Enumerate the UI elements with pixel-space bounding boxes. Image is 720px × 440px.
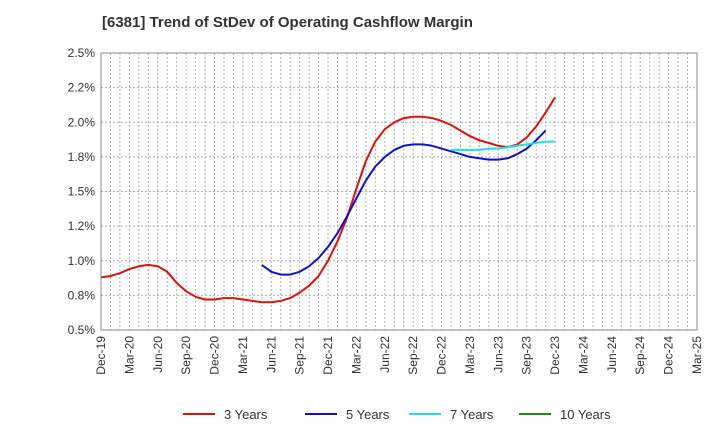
y-tick-label: 1.8%: [68, 150, 96, 164]
x-tick-label: Dec-23: [548, 336, 562, 375]
x-tick-label: Dec-19: [94, 336, 108, 375]
series-layer: [100, 96, 556, 304]
y-axis-ticks: 0.5% 0.8% 1.0% 1.2% 1.5% 1.8% 2.0% 2.2% 2.5%: [68, 46, 96, 337]
x-tick-label: Jun-22: [378, 336, 392, 373]
x-tick-label: Jun-20: [151, 336, 165, 373]
y-tick-label: 2.0%: [68, 115, 96, 129]
x-tick-label: Sep-21: [293, 336, 307, 375]
x-tick-label: Sep-22: [406, 336, 420, 375]
plot-border: [100, 52, 698, 331]
x-tick-label: Mar-25: [690, 336, 704, 374]
legend: 3 Years 5 Years 7 Years 10 Years: [183, 407, 611, 422]
y-tick-label: 0.8%: [68, 288, 96, 302]
x-tick-label: Mar-22: [349, 336, 363, 374]
legend-label: 7 Years: [450, 407, 494, 422]
y-tick-label: 2.2%: [68, 81, 96, 95]
x-tick-label: Dec-24: [662, 336, 676, 375]
series-line-1: [261, 129, 547, 276]
series-line-0: [100, 96, 556, 304]
y-tick-label: 0.5%: [68, 323, 96, 337]
legend-label: 10 Years: [560, 407, 611, 422]
x-tick-label: Mar-21: [236, 336, 250, 374]
y-tick-label: 2.5%: [68, 46, 96, 60]
legend-label: 5 Years: [346, 407, 390, 422]
x-tick-label: Mar-24: [576, 336, 590, 374]
x-tick-label: Dec-21: [321, 336, 335, 375]
x-tick-label: Sep-23: [520, 336, 534, 375]
x-tick-label: Jun-23: [491, 336, 505, 373]
chart-title: [6381] Trend of StDev of Operating Cashf…: [102, 14, 473, 31]
series-line-2: [451, 140, 556, 151]
x-axis-ticks: Dec-19 Mar-20 Jun-20 Sep-20 Dec-20 Mar-21 Jun-…: [94, 336, 704, 375]
legend-label: 3 Years: [224, 407, 268, 422]
x-tick-label: Dec-20: [208, 336, 222, 375]
y-tick-label: 1.0%: [68, 254, 96, 268]
x-tick-label: Jun-21: [264, 336, 278, 373]
x-tick-label: Sep-24: [633, 336, 647, 375]
x-tick-label: Mar-20: [122, 336, 136, 374]
y-tick-label: 1.2%: [68, 219, 96, 233]
x-tick-label: Jun-24: [605, 336, 619, 373]
x-tick-label: Sep-20: [179, 336, 193, 375]
x-tick-label: Mar-23: [463, 336, 477, 374]
y-tick-label: 1.5%: [68, 185, 96, 199]
x-tick-label: Dec-22: [435, 336, 449, 375]
